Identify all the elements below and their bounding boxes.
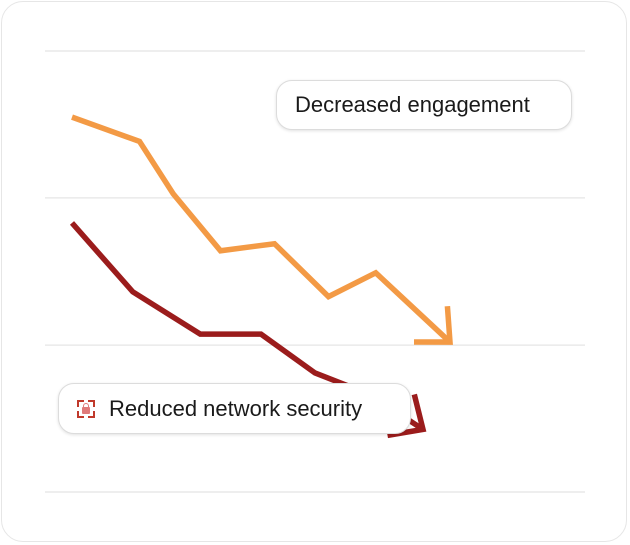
annotation-label: Reduced network security xyxy=(109,395,363,421)
grid-lines xyxy=(45,50,585,493)
series-line-0 xyxy=(71,114,452,345)
annotation-decreased-engagement: Decreased engagement xyxy=(276,80,572,130)
annotation-reduced-network-security: Reduced network security xyxy=(58,383,411,434)
lock-icon xyxy=(77,399,95,418)
annotation-label: Decreased engagement xyxy=(295,92,530,117)
